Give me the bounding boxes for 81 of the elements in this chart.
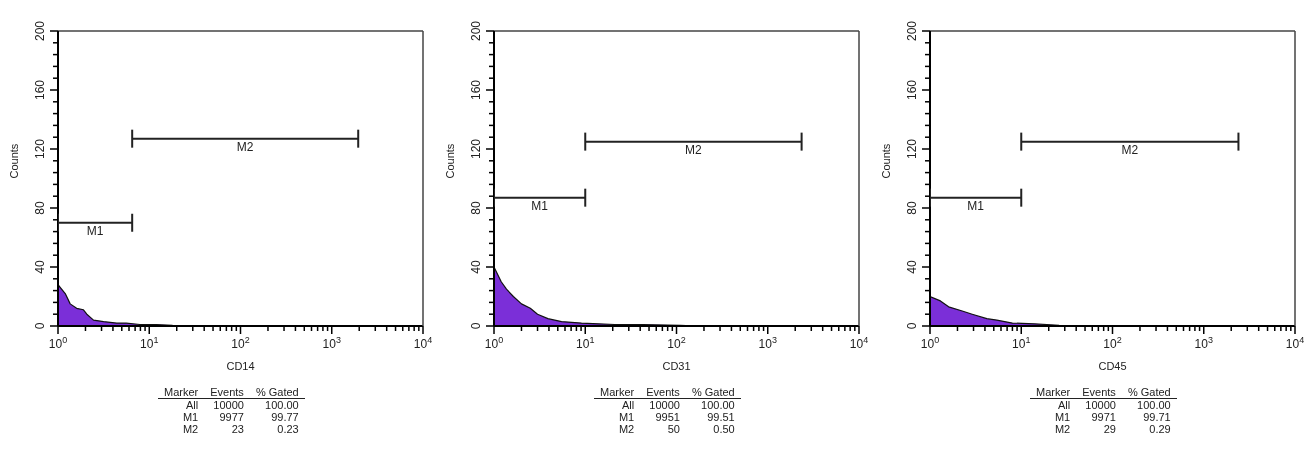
text: M1	[1053, 411, 1072, 423]
x-axis-title: CD45	[1098, 360, 1127, 372]
text: 9971	[1090, 411, 1117, 423]
y-tick-label: 160	[469, 79, 483, 101]
y-tick-label: 120	[469, 138, 483, 160]
text: 10000	[1084, 398, 1117, 411]
y-tick-label: 160	[33, 79, 47, 101]
text: M2	[1053, 423, 1072, 435]
x-tick-label: 10$^{3}$	[758, 335, 777, 351]
text: M1	[617, 411, 636, 423]
text: 10000	[212, 398, 245, 411]
x-tick-label: 10$^{0}$	[920, 335, 940, 351]
y-tick-label: 120	[33, 138, 47, 160]
text: 0.50	[712, 423, 736, 435]
y-axis-title: Counts	[879, 143, 892, 179]
text: M1	[181, 411, 200, 423]
text: 99.71	[1142, 411, 1172, 423]
text: % Gated	[1126, 386, 1172, 399]
x-tick-label: 10$^{2}$	[667, 335, 686, 351]
y-tick-label: 80	[33, 201, 47, 215]
text: 99.77	[270, 411, 300, 423]
series-label: M2	[1121, 143, 1139, 158]
text: Events	[209, 386, 245, 399]
text: 0.23	[276, 423, 300, 435]
x-tick-label: 10$^{2}$	[231, 335, 250, 351]
y-tick-label: 200	[469, 20, 483, 42]
y-axis-title: Counts	[443, 143, 456, 179]
text: Marker	[163, 386, 200, 399]
text: 10000	[648, 398, 681, 411]
y-tick-label: 0	[469, 322, 483, 330]
series-label: M2	[685, 143, 703, 158]
y-axis-title: Counts	[7, 143, 20, 179]
text: All	[185, 398, 200, 411]
y-tick-label: 200	[905, 20, 919, 42]
x-tick-label: 10$^{2}$	[1103, 335, 1122, 351]
text: 100.00	[1136, 398, 1172, 411]
x-tick-label: 10$^{1}$	[576, 335, 595, 351]
y-tick-label: 0	[905, 322, 919, 330]
text: All	[1057, 398, 1072, 411]
text: 29	[1102, 423, 1117, 435]
x-tick-label: 10$^{0}$	[48, 335, 68, 351]
y-tick-label: 40	[905, 260, 919, 274]
text: M2	[617, 423, 636, 435]
y-tick-label: 80	[905, 201, 919, 215]
text: 0.29	[1148, 423, 1172, 435]
text: 99.51	[706, 411, 736, 423]
x-axis-title: CD31	[662, 360, 691, 372]
text: M2	[181, 423, 200, 435]
y-tick-label: 40	[469, 260, 483, 274]
y-tick-label: 0	[33, 322, 47, 330]
x-tick-label: 10$^{4}$	[1285, 335, 1305, 351]
text: 100.00	[264, 398, 300, 411]
text: Events	[645, 386, 681, 399]
text: 9951	[654, 411, 681, 423]
text: Marker	[1035, 386, 1072, 399]
x-tick-label: 10$^{1}$	[1012, 335, 1031, 351]
y-tick-label: 120	[905, 138, 919, 160]
x-tick-label: 10$^{4}$	[413, 335, 433, 351]
series-label: M2	[236, 140, 254, 155]
series-label: M1	[531, 199, 549, 214]
text: 50	[666, 423, 681, 435]
y-tick-label: 160	[905, 79, 919, 101]
x-tick-label: 10$^{1}$	[140, 335, 159, 351]
x-tick-label: 10$^{3}$	[1194, 335, 1213, 351]
text: All	[621, 398, 636, 411]
y-tick-label: 40	[33, 260, 47, 274]
x-tick-label: 10$^{3}$	[322, 335, 341, 351]
text: % Gated	[690, 386, 736, 399]
text: 9977	[218, 411, 245, 423]
text: 23	[230, 423, 245, 435]
x-tick-label: 10$^{0}$	[484, 335, 504, 351]
text: Events	[1081, 386, 1117, 399]
y-tick-label: 200	[33, 20, 47, 42]
x-axis-title: CD14	[226, 360, 255, 372]
text: % Gated	[254, 386, 300, 399]
text: Marker	[599, 386, 636, 399]
series-label: M1	[86, 224, 104, 239]
y-tick-label: 80	[469, 201, 483, 215]
x-tick-label: 10$^{4}$	[849, 335, 869, 351]
text: 100.00	[700, 398, 736, 411]
series-label: M1	[967, 199, 985, 214]
